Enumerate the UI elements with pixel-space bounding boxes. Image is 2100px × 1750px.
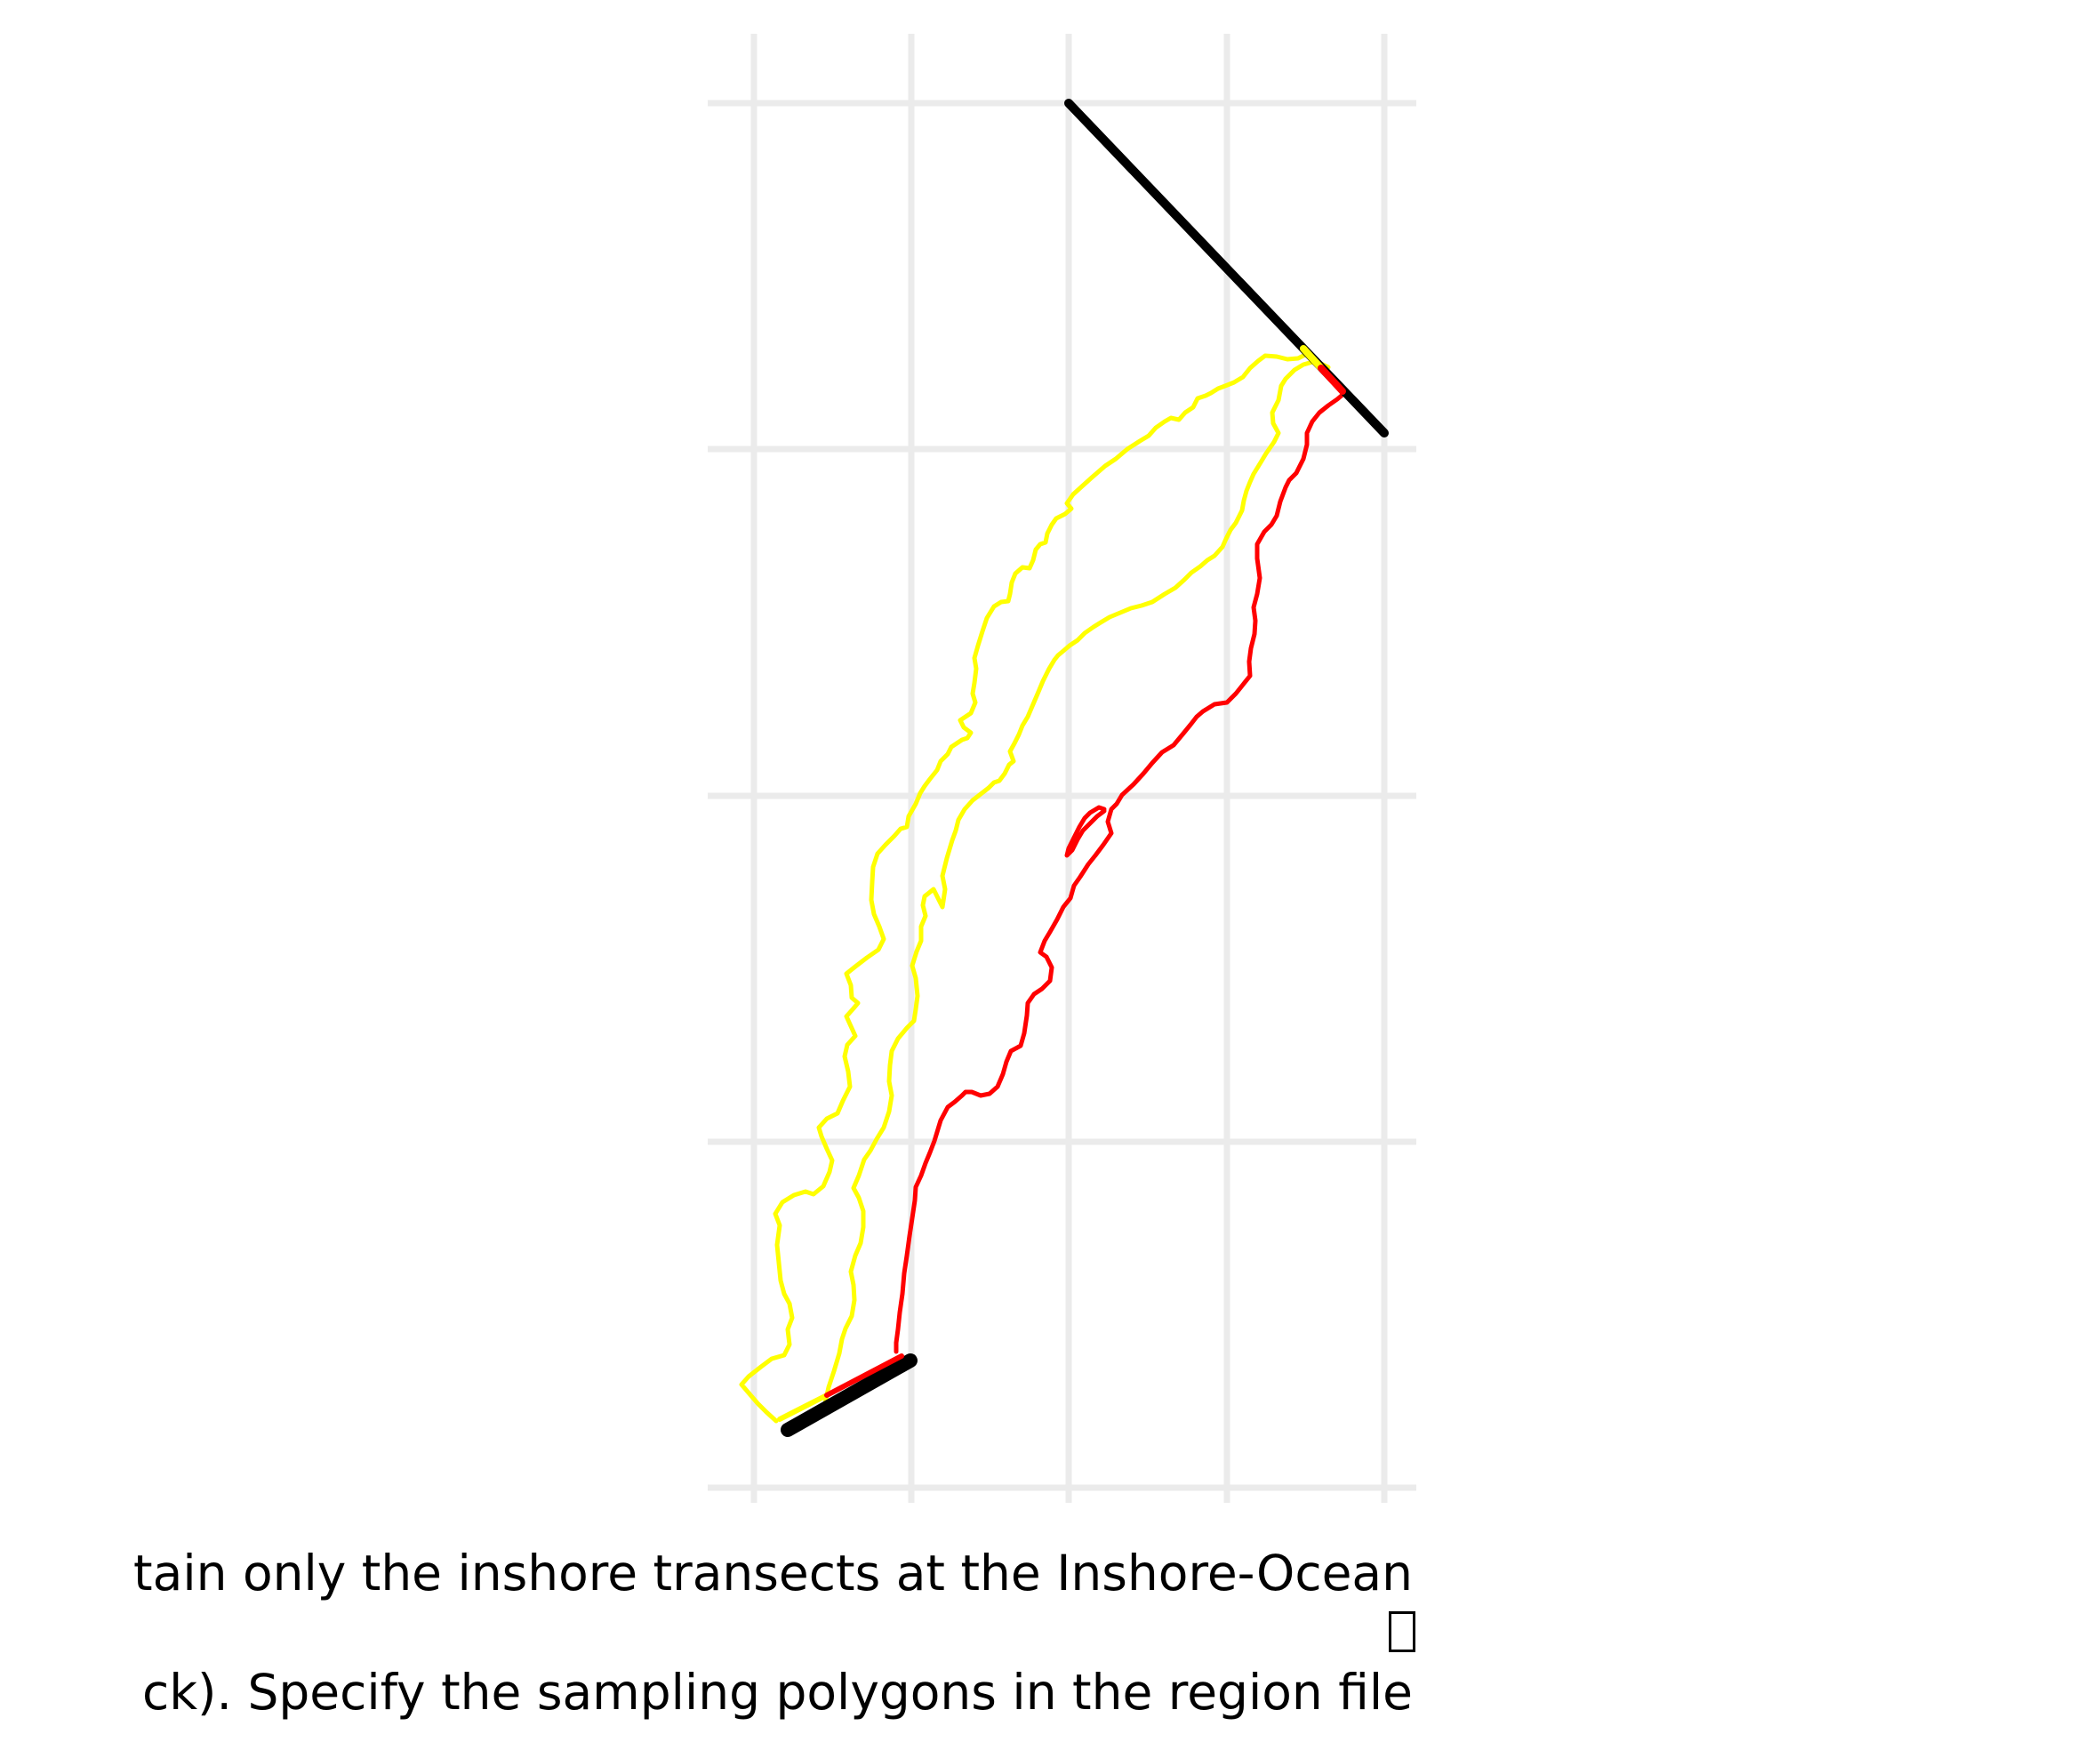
boundary-south-inshore-segment: [777, 1393, 830, 1422]
boundary-south-ocean-segment: [824, 1353, 904, 1398]
boundary-north-inshore-segment: [1300, 345, 1325, 372]
ocean-edge-spur: [1064, 805, 1107, 858]
caption-line-1: tain only the inshore transects at the I…: [133, 1545, 1413, 1601]
boundary-line-south: [781, 1353, 918, 1437]
outer-inshore-edge: [739, 351, 1310, 1424]
caption-line-2: ck). Specify the sampling polygons in th…: [141, 1664, 1413, 1721]
ocean-edge: [894, 392, 1345, 1354]
boundary-north-ocean-segment: [1318, 365, 1346, 395]
inner-inshore-edge: [822, 358, 1331, 1406]
missing-glyph-box: [1389, 1611, 1415, 1652]
